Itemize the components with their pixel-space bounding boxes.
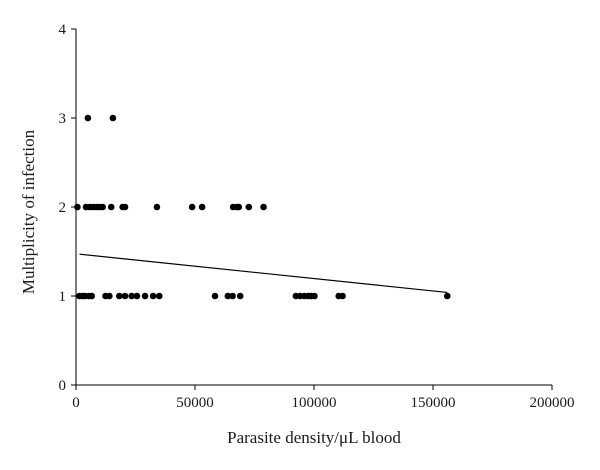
data-point <box>339 292 346 300</box>
data-point <box>74 203 81 211</box>
data-point <box>128 292 135 300</box>
data-point <box>236 292 244 300</box>
y-tick-label: 3 <box>59 111 67 127</box>
data-point <box>109 114 117 122</box>
x-tick-label: 100000 <box>292 395 337 411</box>
data-point <box>133 292 141 300</box>
x-tick-label: 0 <box>72 395 80 411</box>
data-point <box>106 292 113 300</box>
data-point <box>84 114 92 122</box>
y-ticks: 0 1 2 3 4 <box>59 22 76 394</box>
data-point <box>141 292 149 300</box>
data-point <box>224 292 232 300</box>
data-point <box>153 203 161 211</box>
axes <box>75 29 552 386</box>
data-point <box>198 203 206 211</box>
data-point <box>149 292 157 300</box>
data-points <box>74 114 451 300</box>
y-tick-label: 0 <box>59 378 67 394</box>
data-point <box>211 292 219 300</box>
data-point <box>260 203 267 211</box>
data-point <box>235 203 243 211</box>
data-point <box>121 292 129 300</box>
y-tick-label: 2 <box>59 200 67 216</box>
x-tick-label: 50000 <box>176 395 214 411</box>
y-tick-label: 1 <box>59 289 67 305</box>
data-point <box>311 292 318 300</box>
x-axis-title: Parasite density/μL blood <box>227 428 401 447</box>
data-point <box>107 203 115 211</box>
data-point <box>121 203 129 211</box>
data-point <box>245 203 253 211</box>
trend-line <box>79 253 448 294</box>
data-point <box>99 203 106 211</box>
data-point <box>188 203 196 211</box>
data-point <box>443 292 451 300</box>
x-tick-label: 200000 <box>530 395 575 411</box>
data-point <box>88 292 96 300</box>
y-axis-title: Multiplicity of infection <box>19 129 38 294</box>
data-point <box>229 292 236 300</box>
x-tick-label: 150000 <box>411 395 456 411</box>
data-point <box>116 292 123 300</box>
data-point <box>156 292 163 300</box>
x-ticks: 0 50000 100000 150000 200000 <box>72 385 575 411</box>
y-tick-label: 4 <box>59 22 67 38</box>
